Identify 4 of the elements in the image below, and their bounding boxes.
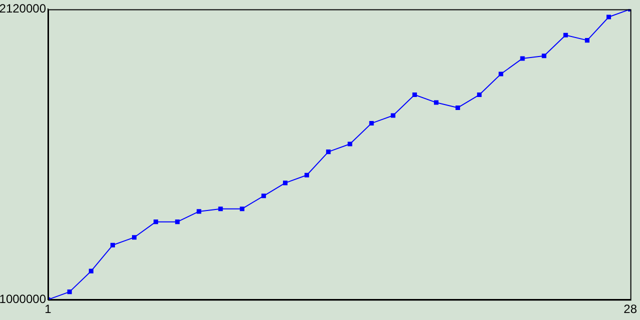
- y-tick-label: 1000000: [0, 292, 46, 306]
- x-tick-label: 1: [44, 302, 52, 316]
- x-tick-label: 28: [624, 302, 638, 316]
- y-tick-label: 2120000: [0, 2, 46, 16]
